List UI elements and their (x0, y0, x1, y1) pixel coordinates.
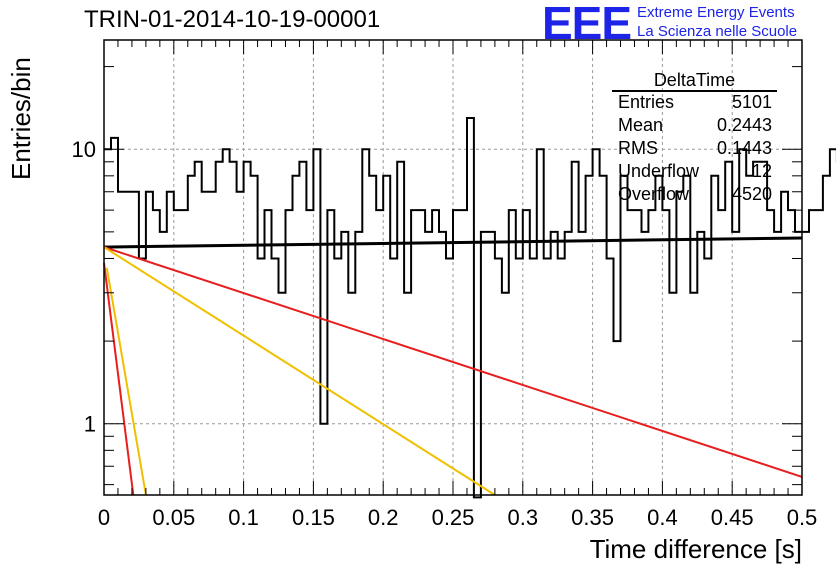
x-tick-label: 0.5 (787, 505, 818, 530)
stat-row-mean: Mean 0.2443 (618, 115, 772, 138)
x-tick-label: 0.15 (292, 505, 335, 530)
x-tick-label: 0.35 (571, 505, 614, 530)
stat-value: 4520 (731, 184, 772, 204)
x-tick-label: 0.25 (432, 505, 475, 530)
fit-line (103, 246, 496, 496)
x-tick-label: 0.2 (368, 505, 399, 530)
stat-label: Underflow (618, 161, 700, 181)
stat-label: Mean (618, 115, 664, 135)
fit-line (103, 246, 803, 478)
stat-label: Entries (618, 92, 675, 112)
stats-box: DeltaTime Entries 5101 Mean 0.2443 RMS 0… (612, 70, 777, 210)
page-title: TRIN-01-2014-10-19-00001 (84, 6, 381, 33)
x-axis-label: Time difference [s] (589, 534, 802, 564)
eee-logo-line2: La Scienza nelle Scuole (637, 23, 798, 40)
stats-title: DeltaTime (653, 70, 736, 90)
stat-value: 12 (751, 161, 772, 181)
stat-label: RMS (618, 138, 658, 158)
y-tick-label: 10 (72, 137, 96, 162)
eee-logo: EEE (542, 0, 632, 49)
stat-value: 0.1443 (716, 138, 772, 158)
stat-row-rms: RMS 0.1443 (618, 138, 772, 161)
stats-divider (612, 90, 777, 92)
y-axis-label: Entries/bin (6, 57, 36, 180)
x-tick-label: 0 (98, 505, 110, 530)
x-tick-label: 0.3 (508, 505, 539, 530)
stat-row-overflow: Overflow 4520 (618, 184, 772, 207)
stat-value: 5101 (731, 92, 772, 112)
x-tick-label: 0.1 (228, 505, 259, 530)
fit-line (105, 267, 147, 496)
stat-value: 0.2443 (716, 115, 772, 135)
fit-line (103, 262, 135, 496)
fit-line (103, 236, 803, 249)
stat-label: Overflow (618, 184, 690, 204)
x-tick-label: 0.05 (152, 505, 195, 530)
stat-row-entries: Entries 5101 (618, 92, 772, 115)
histogram-series (104, 117, 836, 499)
stat-row-underflow: Underflow 12 (618, 161, 772, 184)
y-tick-label: 1 (84, 412, 96, 437)
x-tick-label: 0.4 (647, 505, 678, 530)
eee-logo-line1: Extreme Energy Events (637, 4, 795, 21)
x-tick-label: 0.45 (711, 505, 754, 530)
